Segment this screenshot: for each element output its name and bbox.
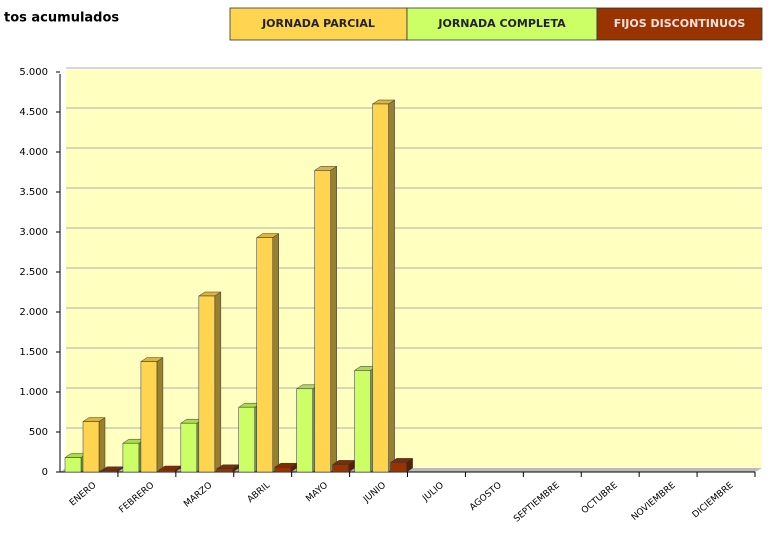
bar-side xyxy=(272,233,279,473)
x-tick-label: AGOSTO xyxy=(468,481,504,513)
bar-side xyxy=(156,357,164,473)
x-tick-label: NOVIEMBRE xyxy=(630,480,678,523)
y-tick-label: 0 xyxy=(42,467,48,478)
y-tick-label: 5.000 xyxy=(19,67,48,78)
bar xyxy=(296,388,313,473)
bar xyxy=(332,464,349,473)
bar xyxy=(354,370,371,473)
bar-side xyxy=(98,417,106,473)
bar xyxy=(390,462,407,473)
x-tick-label: DICIEMBRE xyxy=(691,480,736,520)
legend-label: JORNADA PARCIAL xyxy=(261,17,375,30)
bar xyxy=(238,406,255,473)
legend-swatch xyxy=(596,7,763,41)
bar xyxy=(64,457,82,473)
bar xyxy=(82,421,100,473)
y-tick-label: 2.000 xyxy=(19,307,48,318)
y-tick-label: 1.000 xyxy=(19,387,48,398)
y-tick-label: 1.500 xyxy=(19,347,48,358)
bar xyxy=(274,466,291,473)
bar-side xyxy=(214,291,222,473)
y-tick-label: 2.500 xyxy=(19,267,48,278)
bar xyxy=(256,237,273,473)
legend-label: JORNADA COMPLETA xyxy=(437,17,566,30)
bar xyxy=(100,470,118,473)
bar xyxy=(372,103,389,473)
bar xyxy=(314,170,331,473)
x-tick-label: MARZO xyxy=(182,481,214,510)
x-tick-label: MAYO xyxy=(304,481,330,505)
y-tick-label: 4.000 xyxy=(19,147,48,158)
x-tick-label: JUNIO xyxy=(361,481,388,506)
bar-side xyxy=(388,99,395,473)
bar xyxy=(158,469,176,473)
x-tick-label: OCTUBRE xyxy=(580,480,620,516)
x-tick-label: FEBRERO xyxy=(118,481,157,516)
x-tick-label: ENERO xyxy=(68,481,99,509)
y-tick-label: 3.000 xyxy=(19,227,48,238)
chart-title: tos acumulados xyxy=(4,11,119,26)
y-tick-label: 500 xyxy=(29,427,48,438)
bar xyxy=(122,442,140,473)
bar xyxy=(198,295,216,473)
bar-side xyxy=(330,165,337,473)
back-wall xyxy=(66,70,762,468)
bar xyxy=(216,468,234,473)
legend-label: FIJOS DISCONTINUOS xyxy=(614,17,746,30)
bar xyxy=(140,361,158,473)
y-tick-label: 3.500 xyxy=(19,187,48,198)
y-tick-label: 4.500 xyxy=(19,107,48,118)
x-tick-label: JULIO xyxy=(420,481,446,505)
x-tick-label: ABRIL xyxy=(246,481,273,506)
x-tick-label: SEPTIEMBRE xyxy=(512,480,562,524)
legend-swatch xyxy=(406,7,598,41)
legend-swatch xyxy=(229,7,408,41)
bar xyxy=(180,422,198,473)
